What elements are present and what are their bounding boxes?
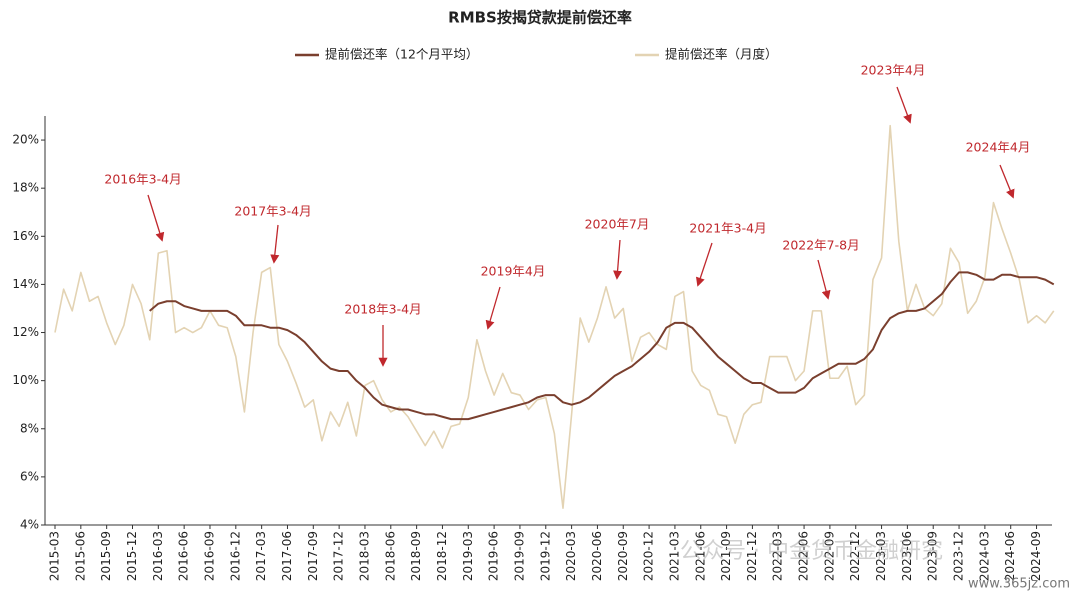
x-tick-label: 2015-03	[48, 531, 62, 581]
x-tick-label: 2018-12	[435, 531, 449, 581]
annotation-arrow	[485, 286, 501, 330]
legend-label: 提前偿还率（12个月平均）	[325, 47, 478, 62]
annotation: 2021年3-4月	[689, 221, 766, 236]
x-tick-label: 2022-09	[822, 531, 836, 581]
watermark: 公众号 · 中金货币金融研究	[680, 539, 943, 564]
annotation-arrow	[896, 86, 912, 124]
x-tick-label: 2016-09	[202, 531, 216, 581]
annotation: 2019年4月	[481, 264, 546, 279]
annotation-arrow	[695, 242, 713, 287]
x-tick-label: 2022-06	[797, 531, 811, 581]
x-tick-label: 2023-06	[900, 531, 914, 581]
x-tick-label: 2015-09	[99, 531, 113, 581]
x-tick-label: 2016-03	[151, 531, 165, 581]
y-tick-label: 14%	[12, 277, 39, 291]
x-tick-label: 2020-06	[590, 531, 604, 581]
y-tick-label: 6%	[20, 469, 39, 483]
y-tick-label: 20%	[12, 133, 39, 147]
y-tick-label: 12%	[12, 325, 39, 339]
y-tick-label: 18%	[12, 181, 39, 195]
x-tick-label: 2019-03	[461, 531, 475, 581]
x-tick-label: 2016-12	[228, 531, 242, 581]
x-tick-label: 2022-12	[848, 531, 862, 581]
annotation-arrow	[147, 194, 165, 242]
x-tick-label: 2019-06	[487, 531, 501, 581]
x-tick-label: 2018-06	[383, 531, 397, 581]
y-tick-label: 10%	[12, 373, 39, 387]
legend-label: 提前偿还率（月度）	[665, 47, 778, 62]
x-tick-label: 2024-09	[1029, 531, 1043, 581]
annotation-arrow	[999, 164, 1015, 199]
x-tick-label: 2024-06	[1003, 531, 1017, 581]
x-tick-label: 2023-03	[874, 531, 888, 581]
annotation: 2017年3-4月	[234, 204, 311, 219]
y-tick-label: 16%	[12, 229, 39, 243]
series-line	[149, 271, 1055, 421]
x-tick-label: 2017-12	[332, 531, 346, 581]
x-tick-label: 2024-03	[977, 531, 991, 581]
x-tick-label: 2016-06	[177, 531, 191, 581]
x-tick-label: 2020-03	[564, 531, 578, 581]
annotation: 2020年7月	[585, 217, 650, 232]
annotation: 2023年4月	[861, 63, 926, 78]
annotation-arrow	[613, 239, 623, 280]
x-tick-label: 2017-06	[280, 531, 294, 581]
x-tick-label: 2023-09	[926, 531, 940, 581]
chart-title: RMBS按揭贷款提前偿还率	[448, 9, 632, 27]
annotation: 2022年7-8月	[782, 238, 859, 253]
annotation: 2018年3-4月	[344, 302, 421, 317]
x-tick-label: 2021-12	[745, 531, 759, 581]
x-tick-label: 2021-06	[693, 531, 707, 581]
annotation: 2024年4月	[966, 140, 1031, 155]
x-tick-label: 2019-12	[538, 531, 552, 581]
x-tick-label: 2023-12	[952, 531, 966, 581]
annotation: 2016年3-4月	[104, 172, 181, 187]
x-tick-label: 2018-09	[409, 531, 423, 581]
series-line	[54, 124, 1055, 509]
x-tick-label: 2021-09	[719, 531, 733, 581]
y-tick-label: 4%	[20, 518, 39, 532]
x-tick-label: 2020-12	[642, 531, 656, 581]
annotation-arrow	[270, 224, 280, 264]
x-tick-label: 2017-03	[254, 531, 268, 581]
x-tick-label: 2017-09	[306, 531, 320, 581]
x-tick-label: 2021-03	[667, 531, 681, 581]
x-tick-label: 2018-03	[357, 531, 371, 581]
x-tick-label: 2022-03	[771, 531, 785, 581]
y-tick-label: 8%	[20, 421, 39, 435]
annotation-arrow	[817, 259, 831, 300]
x-tick-label: 2019-09	[512, 531, 526, 581]
x-tick-label: 2015-12	[125, 531, 139, 581]
x-tick-label: 2015-06	[73, 531, 87, 581]
x-tick-label: 2020-09	[616, 531, 630, 581]
watermark-url: www.365jz.com	[968, 577, 1070, 592]
